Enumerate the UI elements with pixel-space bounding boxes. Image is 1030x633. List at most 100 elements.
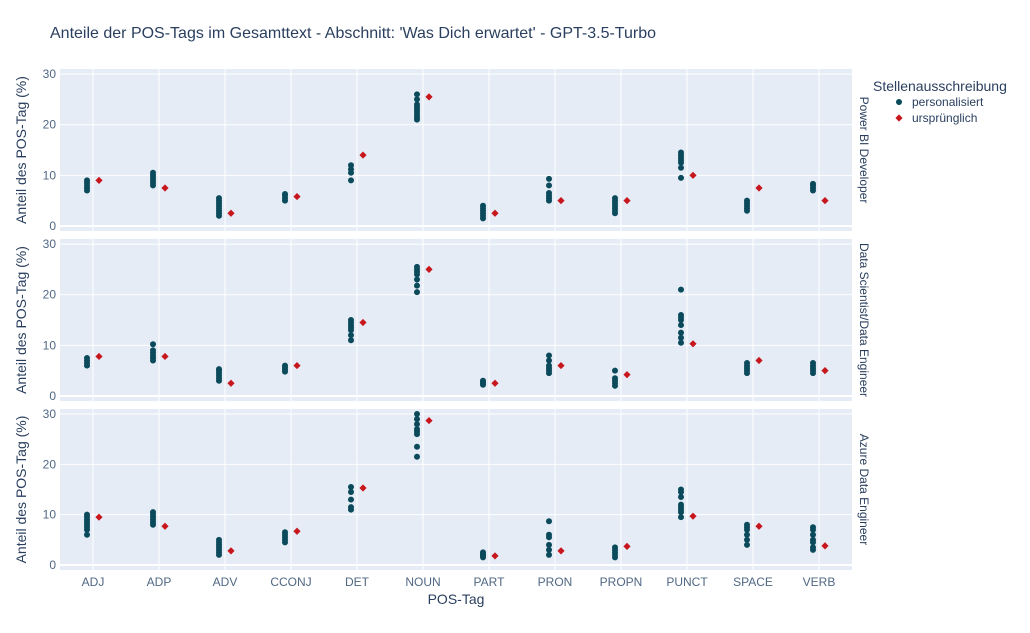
data-point-personalisiert — [414, 276, 420, 283]
data-point-personalisiert — [546, 357, 552, 364]
data-point-personalisiert — [678, 164, 684, 171]
data-point-urspruenglich — [359, 151, 367, 159]
data-point-urspruenglich — [821, 367, 829, 375]
data-point-personalisiert — [84, 354, 90, 361]
data-point-personalisiert — [744, 521, 750, 528]
y-tick-label: 10 — [43, 508, 57, 522]
y-tick-label: 20 — [43, 457, 57, 471]
data-point-urspruenglich — [755, 522, 763, 530]
x-tick-label: SPACE — [733, 575, 773, 589]
data-point-personalisiert — [810, 536, 816, 543]
data-point-personalisiert — [810, 544, 816, 551]
data-point-personalisiert — [546, 546, 552, 553]
data-point-personalisiert — [216, 366, 222, 373]
data-point-personalisiert — [678, 494, 684, 501]
x-tick-label: ADP — [147, 575, 172, 589]
data-point-personalisiert — [678, 339, 684, 346]
data-point-urspruenglich — [227, 547, 235, 555]
data-point-personalisiert — [546, 175, 552, 182]
data-point-personalisiert — [84, 177, 90, 184]
data-point-personalisiert — [150, 169, 156, 176]
data-point-urspruenglich — [491, 552, 499, 560]
data-point-urspruenglich — [161, 184, 169, 192]
x-axis-title: POS-Tag — [428, 591, 485, 607]
y-axis-title: Anteil des POS-Tag (%) — [13, 76, 29, 224]
data-point-personalisiert — [612, 544, 618, 551]
data-point-urspruenglich — [425, 93, 433, 101]
data-point-personalisiert — [348, 337, 354, 344]
data-point-urspruenglich — [689, 340, 697, 348]
data-point-personalisiert — [612, 195, 618, 202]
data-point-personalisiert — [84, 511, 90, 518]
data-point-urspruenglich — [623, 542, 631, 550]
data-point-personalisiert — [414, 282, 420, 289]
legend-title: Stellenausschreibung — [873, 78, 1007, 94]
legend-entry-label: ursprünglich — [912, 111, 977, 125]
data-point-urspruenglich — [227, 379, 235, 387]
data-point-urspruenglich — [227, 209, 235, 217]
data-point-personalisiert — [414, 411, 420, 418]
data-point-urspruenglich — [359, 318, 367, 327]
data-point-personalisiert — [546, 190, 552, 197]
data-point-personalisiert — [348, 332, 354, 339]
data-point-personalisiert — [150, 509, 156, 516]
data-point-personalisiert — [216, 195, 222, 202]
data-point-personalisiert — [678, 149, 684, 156]
facet-label: Data Scientist/Data Engineer — [857, 243, 871, 397]
x-tick-label: PART — [474, 575, 506, 589]
data-point-personalisiert — [414, 263, 420, 270]
data-point-personalisiert — [480, 202, 486, 209]
y-tick-label: 20 — [43, 288, 57, 302]
y-tick-label: 10 — [43, 168, 57, 182]
data-point-personalisiert — [678, 311, 684, 318]
y-tick-label: 20 — [43, 118, 57, 132]
chart-title: Anteile der POS-Tags im Gesamttext - Abs… — [50, 25, 656, 42]
data-point-personalisiert — [414, 96, 420, 103]
data-point-personalisiert — [744, 360, 750, 367]
plot-panel — [60, 409, 852, 570]
data-point-personalisiert — [414, 91, 420, 98]
data-point-urspruenglich — [293, 192, 301, 201]
data-point-urspruenglich — [161, 352, 169, 361]
data-point-urspruenglich — [161, 522, 169, 530]
data-point-personalisiert — [348, 177, 354, 184]
y-axis-title: Anteil des POS-Tag (%) — [13, 416, 29, 564]
data-point-personalisiert — [810, 524, 816, 531]
x-tick-label: ADV — [213, 575, 238, 589]
plot-panel — [60, 69, 852, 231]
data-point-urspruenglich — [491, 379, 499, 387]
data-point-urspruenglich — [359, 484, 367, 492]
data-point-urspruenglich — [689, 171, 697, 179]
data-point-urspruenglich — [293, 527, 301, 535]
facet-label: Azure Data Engineer — [857, 434, 871, 545]
data-point-personalisiert — [414, 289, 420, 296]
data-point-personalisiert — [414, 426, 420, 433]
x-tick-label: PROPN — [600, 575, 643, 589]
data-point-personalisiert — [744, 531, 750, 538]
data-point-urspruenglich — [689, 512, 697, 520]
data-point-personalisiert — [810, 180, 816, 187]
data-point-personalisiert — [810, 531, 816, 538]
legend-marker-personalisiert — [896, 99, 902, 105]
data-point-personalisiert — [612, 375, 618, 382]
data-point-urspruenglich — [95, 176, 103, 184]
data-point-personalisiert — [744, 541, 750, 548]
y-tick-label: 0 — [49, 389, 56, 403]
data-point-urspruenglich — [755, 356, 763, 365]
data-point-personalisiert — [282, 191, 288, 198]
data-point-personalisiert — [216, 536, 222, 543]
data-point-personalisiert — [84, 531, 90, 538]
data-point-urspruenglich — [95, 352, 103, 361]
data-point-urspruenglich — [821, 197, 829, 205]
data-point-personalisiert — [678, 174, 684, 181]
data-point-personalisiert — [546, 352, 552, 359]
plot-layer: 0 10 20 30 Anteil des POS-Tag (%) Power BI De… — [13, 67, 871, 589]
x-tick-label: ADJ — [82, 575, 105, 589]
y-tick-label: 30 — [43, 237, 57, 251]
x-tick-label: VERB — [803, 575, 836, 589]
data-point-personalisiert — [414, 453, 420, 460]
data-point-personalisiert — [678, 286, 684, 293]
y-tick-label: 0 — [49, 219, 56, 233]
x-tick-label: PUNCT — [666, 575, 708, 589]
